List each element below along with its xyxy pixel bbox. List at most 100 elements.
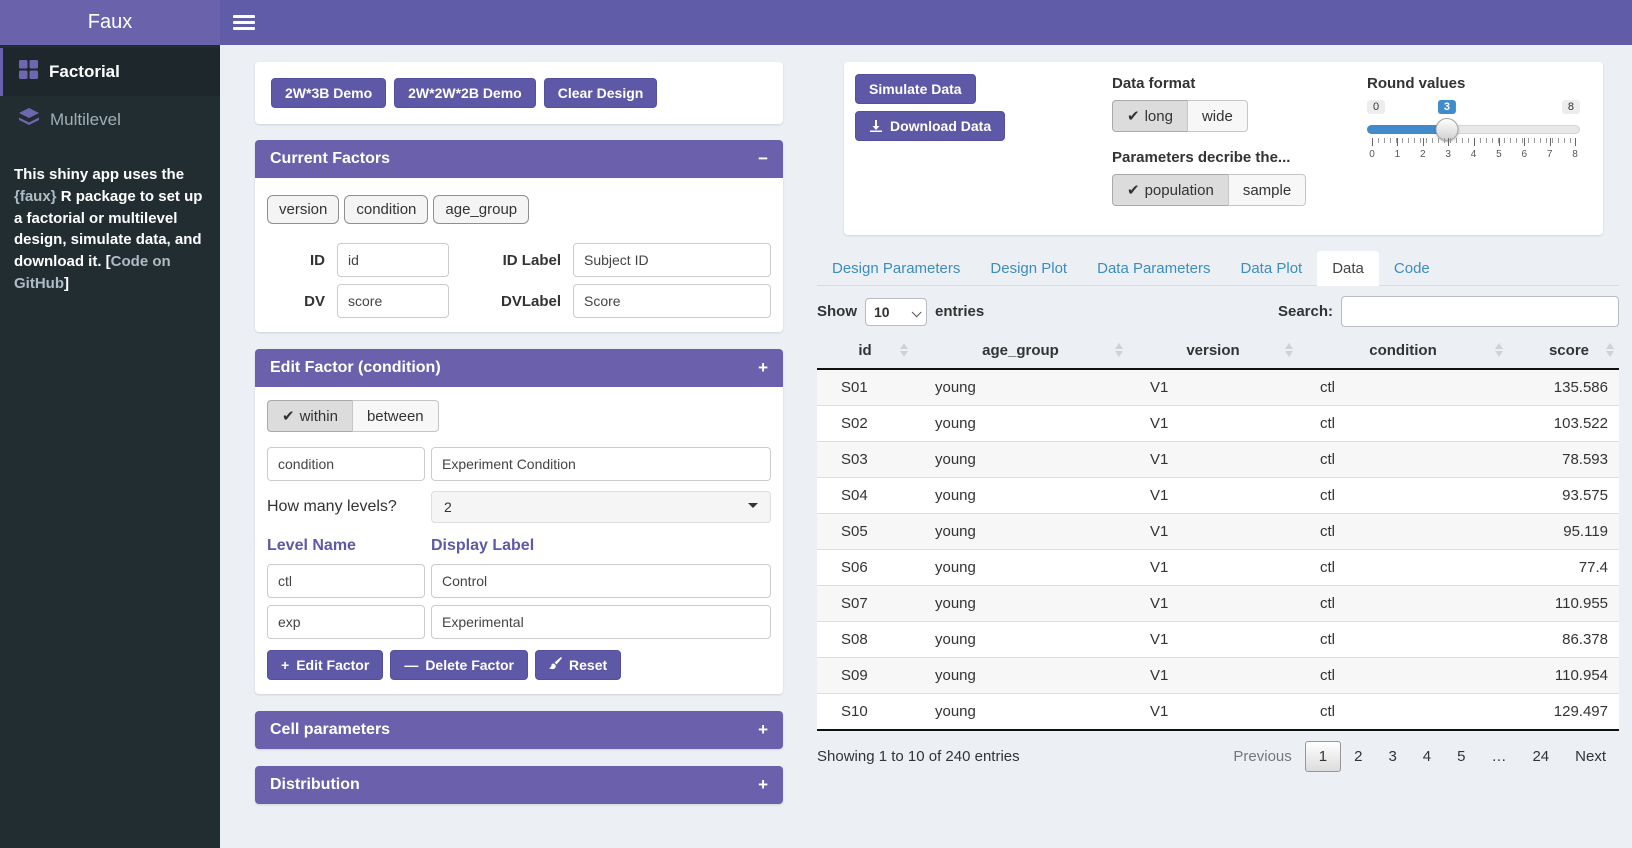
page-button-…[interactable]: … [1491,748,1507,765]
current-factors-header[interactable]: Current Factors − [255,140,783,178]
factor-type-option-between[interactable]: between [351,400,439,432]
level-name-input-0[interactable] [267,564,425,598]
collapse-plus-icon[interactable]: + [758,358,768,377]
page-button-next[interactable]: Next [1575,748,1606,765]
grid-icon [19,60,38,84]
github-link[interactable]: Code on GitHub [14,253,171,292]
box-header[interactable]: Cell parameters + [255,711,783,749]
sidebar-item-label: Multilevel [50,110,121,129]
cell-version: V1 [1128,549,1298,586]
cell-id: S08 [817,621,913,658]
table-row[interactable]: S09 young V1 ctl 110.954 [817,657,1619,694]
level-name-input-1[interactable] [267,605,425,639]
tab-data-plot[interactable]: Data Plot [1240,260,1303,277]
factor-name-input[interactable] [267,447,425,481]
show-label: Show [817,303,857,320]
id-input[interactable] [337,243,449,277]
dv-input[interactable] [337,284,449,318]
table-row[interactable]: S05 young V1 ctl 95.119 [817,513,1619,550]
field-label: DV [304,292,325,310]
sidebar-toggle-hamburger-icon[interactable] [233,12,255,33]
factor-chip-version[interactable]: version [267,195,340,224]
page-button-4[interactable]: 4 [1422,748,1432,765]
dvlabel-input[interactable] [573,284,771,318]
page-button-1[interactable]: 1 [1304,741,1342,772]
sidebar-item-factorial[interactable]: Factorial [0,48,220,96]
level-label-input-1[interactable] [431,605,771,639]
data-format-label: Data format [1112,75,1196,92]
table-row[interactable]: S06 young V1 ctl 77.4 [817,549,1619,586]
cell-score: 110.954 [1508,657,1619,694]
parameters-option-sample[interactable]: sample [1227,174,1307,206]
factor-label-input[interactable] [431,447,771,481]
table-row[interactable]: S08 young V1 ctl 86.378 [817,621,1619,658]
table-row[interactable]: S01 young V1 ctl 135.586 [817,369,1619,406]
data-format-option-wide[interactable]: wide [1186,100,1248,132]
table-row[interactable]: S10 young V1 ctl 129.497 [817,693,1619,731]
tab-bar: Design Parameters Design Plot Data Paramet… [817,251,1619,286]
table-row[interactable]: S04 young V1 ctl 93.575 [817,477,1619,514]
tab-design-parameters[interactable]: Design Parameters [832,260,961,277]
table-row[interactable]: S03 young V1 ctl 78.593 [817,441,1619,478]
page-button-3[interactable]: 3 [1388,748,1397,765]
factor-chip-age_group[interactable]: age_group [433,195,530,224]
collapse-minus-icon[interactable]: − [758,149,768,168]
levels-count-select[interactable]: 2 [431,491,771,523]
collapse-plus-icon[interactable]: + [758,720,768,739]
page-button-5[interactable]: 5 [1457,748,1466,765]
slider-grid: 0 1 2 3 4 5 6 7 8 [1369,138,1578,162]
table-row[interactable]: S02 young V1 ctl 103.522 [817,405,1619,442]
tab-data-parameters[interactable]: Data Parameters [1097,260,1211,277]
factor-type-option-within[interactable]: ✔ within [267,400,353,432]
column-header-version[interactable]: version [1128,333,1298,370]
slider-tick-label: 5 [1496,149,1502,160]
edit-factor-header[interactable]: Edit Factor (condition) + [255,349,783,387]
page-button-24[interactable]: 24 [1532,748,1550,765]
search-input[interactable] [1341,296,1619,327]
page-button-2[interactable]: 2 [1354,748,1363,765]
2w-3b-demo-button[interactable]: 2W*3B Demo [271,78,387,108]
sort-icon [1495,342,1503,357]
id-label-input[interactable] [573,243,771,277]
reset-button[interactable]: Reset [535,650,622,680]
column-header-condition[interactable]: condition [1298,333,1508,370]
clear-design-button[interactable]: Clear Design [543,78,658,108]
sidebar-item-label: Factorial [49,62,120,81]
edit-factor-button[interactable]: + Edit Factor [267,650,384,680]
column-header-score[interactable]: score [1508,333,1619,370]
chevron-down-icon [911,306,922,317]
download-data-button[interactable]: Download Data [855,111,1006,141]
search-label: Search: [1277,303,1333,320]
cell-score: 135.586 [1553,379,1608,396]
tab-code[interactable]: Code [1393,260,1430,277]
delete-factor-button[interactable]: — Delete Factor [390,650,529,680]
box-header[interactable]: Distribution + [255,766,783,804]
collapse-plus-icon[interactable]: + [758,775,768,794]
cell-score: 78.593 [1508,441,1619,478]
population-sample-toggle: ✔ population sample [1112,174,1307,206]
cell-score: 95.119 [1508,513,1619,550]
entries-label: entries [935,303,985,320]
data-format-option-long[interactable]: ✔ long [1112,100,1188,132]
factor-chip-condition[interactable]: condition [344,195,429,224]
2w-2w-2b-demo-button[interactable]: 2W*2W*2B Demo [394,78,536,108]
sidebar-description: This shiny app uses the {faux} R package… [14,166,203,292]
column-header-age_group[interactable]: age_group [913,333,1128,370]
page-length-select[interactable]: 10 [865,297,927,326]
box-title: Cell parameters [270,721,391,738]
cell-age_group: young [913,585,1128,622]
sidebar-item-multilevel[interactable]: Multilevel [0,96,220,144]
cell-condition: ctl [1320,379,1335,396]
slider-tick-label: 1 [1394,149,1401,160]
level-label-input-0[interactable] [431,564,771,598]
table-row[interactable]: S07 young V1 ctl 110.955 [817,585,1619,622]
tab-design-plot[interactable]: Design Plot [990,260,1068,277]
cell-version: V1 [1128,405,1298,442]
tab-data[interactable]: Data [1317,251,1379,286]
cell-condition: ctl [1298,441,1508,478]
simulate-data-button[interactable]: Simulate Data [855,74,976,104]
field-label: ID [310,251,325,269]
column-header-id[interactable]: id [817,333,913,370]
parameters-option-population[interactable]: ✔ population [1112,174,1229,206]
cell-version: V1 [1128,621,1298,658]
